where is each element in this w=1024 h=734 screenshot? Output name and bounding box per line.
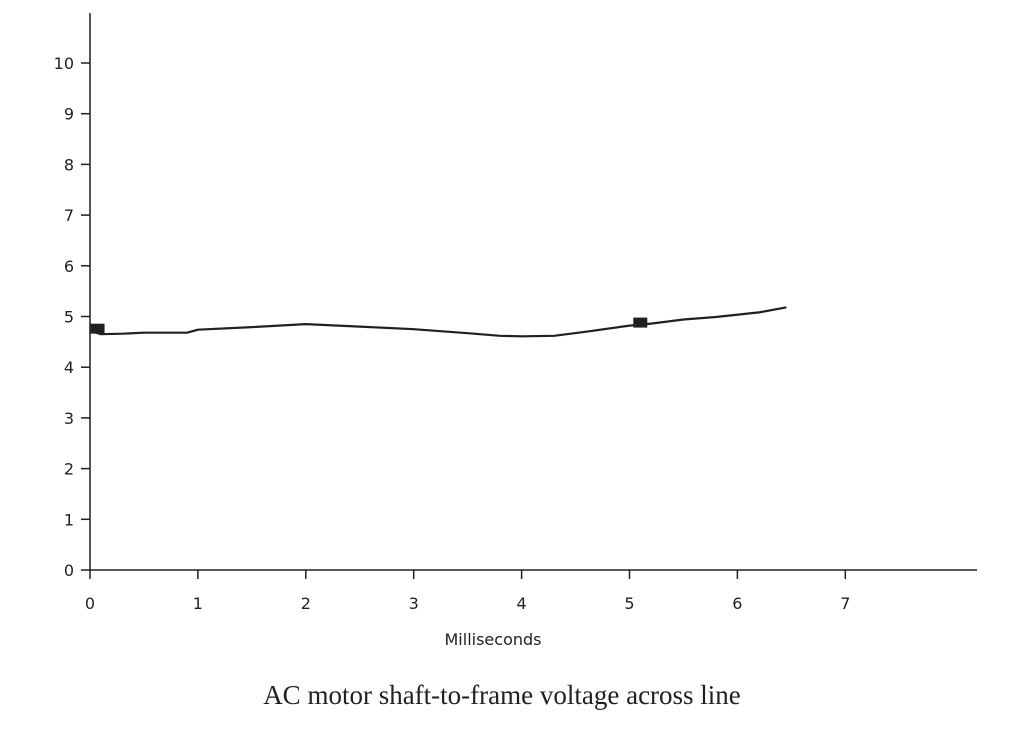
data-point: [99, 333, 102, 336]
y-tick-label: 2: [64, 460, 74, 479]
x-tick-label: 4: [517, 594, 527, 613]
x-axis-title: Milliseconds: [445, 630, 542, 649]
data-point: [305, 323, 307, 325]
data-point: [89, 329, 91, 332]
data-point: [715, 316, 717, 318]
series-line-1: [89, 306, 787, 338]
x-tick-label: 3: [409, 594, 419, 613]
data-point: [143, 331, 145, 334]
x-tick-label: 7: [840, 594, 850, 613]
y-tick-label: 6: [64, 257, 74, 276]
y-tick-label: 10: [54, 54, 74, 73]
y-tick-label: 9: [64, 105, 74, 124]
y-tick-label: 3: [64, 409, 74, 428]
data-point: [758, 311, 760, 314]
y-tick-label: 1: [64, 510, 74, 529]
x-tick-label: 0: [85, 594, 95, 613]
y-tick-label: 0: [64, 561, 74, 580]
x-tick-label: 2: [301, 594, 311, 613]
data-point: [785, 306, 787, 309]
data-point: [412, 328, 415, 330]
y-tick-label: 5: [64, 308, 74, 327]
data-point: [520, 335, 523, 338]
data-point: [682, 318, 685, 321]
y-axis: 0 1 2 3 4 5 6 7 8 9 10: [54, 13, 91, 580]
x-tick-label: 1: [193, 594, 203, 613]
x-tick-label: 6: [732, 594, 742, 613]
data-point: [628, 324, 631, 327]
figure-caption: AC motor shaft-to-frame voltage across l…: [263, 680, 741, 710]
data-point: [358, 325, 361, 328]
cursor-marker-1: [90, 323, 105, 334]
y-tick-label: 8: [64, 155, 74, 174]
data-point: [466, 332, 469, 335]
data-point: [186, 331, 188, 334]
data-point: [585, 330, 588, 333]
x-tick-label: 5: [624, 594, 634, 613]
cursor-marker-2: [633, 317, 648, 328]
x-axis: 0 1 2 3 4 5 6 7: [85, 569, 977, 613]
data-point: [121, 332, 124, 335]
data-point: [650, 322, 652, 325]
data-point: [499, 334, 501, 337]
data-point: [197, 328, 199, 331]
series: [89, 306, 787, 338]
data-point: [553, 334, 555, 337]
data-point: [251, 326, 253, 328]
y-tick-label: 4: [64, 358, 74, 377]
y-tick-label: 7: [64, 206, 74, 225]
